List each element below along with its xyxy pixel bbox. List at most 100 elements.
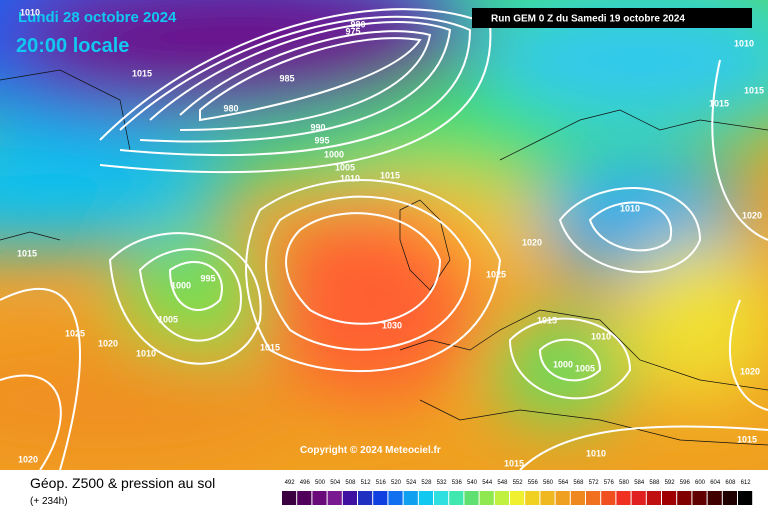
isobar-label: 975 <box>345 26 360 36</box>
scale-swatch <box>388 491 403 505</box>
scale-label: 600 <box>695 480 706 486</box>
scale-swatch <box>418 491 433 505</box>
scale-swatch <box>479 491 494 505</box>
isobar-label: 1025 <box>486 269 506 279</box>
isobar-label: 1010 <box>586 448 606 458</box>
isobar-label: 1030 <box>382 320 402 330</box>
scale-label: 548 <box>497 480 508 486</box>
isobar-label: 1015 <box>537 315 557 325</box>
isobar-label: 995 <box>314 135 329 145</box>
scale-label: 556 <box>528 480 539 486</box>
scale-label: 604 <box>710 480 721 486</box>
copyright: Copyright © 2024 Meteociel.fr <box>300 445 441 456</box>
scale-swatch <box>494 491 509 505</box>
scale-label: 564 <box>558 480 569 486</box>
isobar-label: 1005 <box>575 363 595 373</box>
isobar-label: 1015 <box>380 170 400 180</box>
isobar-label: 1010 <box>136 348 156 358</box>
isobar-label: 1015 <box>504 458 524 468</box>
scale-swatch <box>722 491 737 505</box>
scale-swatch <box>327 491 342 505</box>
isobar-label: 1015 <box>260 342 280 352</box>
scale-swatch <box>707 491 722 505</box>
isobar-label: 1000 <box>553 359 573 369</box>
isobar-label: 1005 <box>158 314 178 324</box>
isobar-label: 990 <box>310 122 325 132</box>
run-info: Run GEM 0 Z du Samedi 19 octobre 2024 <box>491 14 685 25</box>
scale-label: 568 <box>573 480 584 486</box>
scale-label: 608 <box>725 480 736 486</box>
scale-swatch <box>358 491 373 505</box>
forecast-time: 20:00 locale <box>16 35 129 57</box>
footer-title: Géop. Z500 & pression au sol <box>30 475 215 491</box>
scale-swatch <box>692 491 707 505</box>
isobar-label: 1010 <box>620 203 640 213</box>
isobar-label: 1020 <box>740 366 760 376</box>
isobar-label: 1020 <box>522 237 542 247</box>
scale-label: 520 <box>391 480 402 486</box>
scale-label: 508 <box>345 480 356 486</box>
scale-swatch <box>510 491 525 505</box>
scale-swatch <box>403 491 418 505</box>
scale-label: 540 <box>467 480 478 486</box>
scale-swatch <box>616 491 631 505</box>
scale-label: 596 <box>680 480 691 486</box>
isobar-label: 1005 <box>335 162 355 172</box>
scale-swatch <box>434 491 449 505</box>
scale-label: 580 <box>619 480 630 486</box>
scale-swatch <box>449 491 464 505</box>
scale-label: 560 <box>543 480 554 486</box>
scale-label: 528 <box>421 480 432 486</box>
scale-swatch <box>342 491 357 505</box>
scale-label: 524 <box>406 480 417 486</box>
isobar-label: 1010 <box>340 173 360 183</box>
isobar-label: 1010 <box>591 331 611 341</box>
isobar-label: 980 <box>223 103 238 113</box>
scale-swatch <box>631 491 646 505</box>
scale-swatch <box>586 491 601 505</box>
isobar-label: 1000 <box>324 149 344 159</box>
scale-label: 516 <box>376 480 387 486</box>
scale-swatch <box>282 491 297 505</box>
scale-label: 536 <box>452 480 463 486</box>
scale-swatch <box>646 491 661 505</box>
scale-swatch <box>677 491 692 505</box>
scale-label: 576 <box>604 480 615 486</box>
isobar-label: 1015 <box>132 68 152 78</box>
scale-swatch <box>738 491 753 505</box>
scale-label: 544 <box>482 480 493 486</box>
scale-label: 504 <box>330 480 341 486</box>
isobar-label: 1025 <box>65 328 85 338</box>
isobar-label: 1015 <box>17 248 37 258</box>
scale-label: 588 <box>649 480 660 486</box>
isobar-label: 1020 <box>742 210 762 220</box>
scale-swatch <box>570 491 585 505</box>
scale-label: 584 <box>634 480 645 486</box>
isobar-label: 1015 <box>709 98 729 108</box>
scale-swatch <box>540 491 555 505</box>
isobar-label: 1010 <box>20 7 40 17</box>
footer-subtitle: (+ 234h) <box>30 496 68 507</box>
scale-label: 512 <box>361 480 372 486</box>
isobar-label: 995 <box>200 273 215 283</box>
scale-swatch <box>373 491 388 505</box>
isobar-label: 980 <box>350 19 365 29</box>
field <box>0 0 768 470</box>
scale-swatch <box>555 491 570 505</box>
forecast-date: Lundi 28 octobre 2024 <box>18 9 177 26</box>
scale-label: 496 <box>300 480 311 486</box>
isobar-label: 1000 <box>171 280 191 290</box>
isobar-label: 1020 <box>98 338 118 348</box>
scale-swatch <box>297 491 312 505</box>
scale-swatch <box>662 491 677 505</box>
scale-swatch <box>525 491 540 505</box>
scale-swatch <box>312 491 327 505</box>
isobar-label: 1015 <box>744 85 764 95</box>
scale-label: 532 <box>437 480 448 486</box>
run-box <box>472 8 752 28</box>
scale-label: 572 <box>589 480 600 486</box>
isobar-label: 1015 <box>737 434 757 444</box>
scale-label: 552 <box>513 480 524 486</box>
scale-label: 500 <box>315 480 326 486</box>
